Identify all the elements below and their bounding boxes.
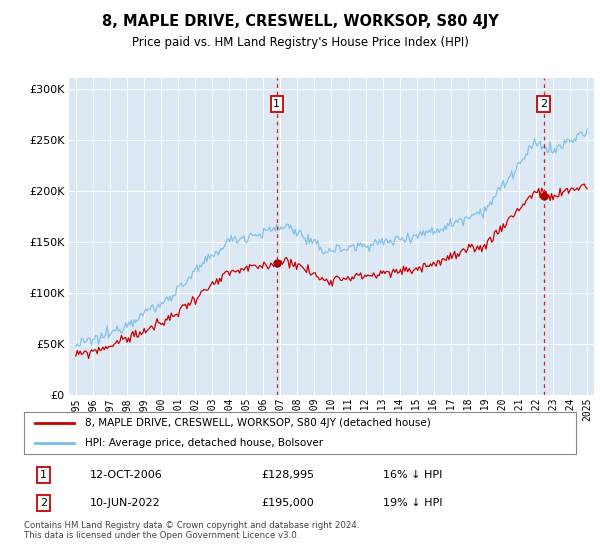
- Text: 8, MAPLE DRIVE, CRESWELL, WORKSOP, S80 4JY: 8, MAPLE DRIVE, CRESWELL, WORKSOP, S80 4…: [101, 14, 499, 29]
- Text: 2: 2: [40, 498, 47, 508]
- Text: 8, MAPLE DRIVE, CRESWELL, WORKSOP, S80 4JY (detached house): 8, MAPLE DRIVE, CRESWELL, WORKSOP, S80 4…: [85, 418, 430, 428]
- Text: 1: 1: [40, 470, 47, 480]
- Text: Contains HM Land Registry data © Crown copyright and database right 2024.
This d: Contains HM Land Registry data © Crown c…: [24, 521, 359, 540]
- Text: HPI: Average price, detached house, Bolsover: HPI: Average price, detached house, Bols…: [85, 438, 323, 448]
- Text: 2: 2: [540, 99, 547, 109]
- Text: Price paid vs. HM Land Registry's House Price Index (HPI): Price paid vs. HM Land Registry's House …: [131, 36, 469, 49]
- Text: 19% ↓ HPI: 19% ↓ HPI: [383, 498, 442, 508]
- Text: £195,000: £195,000: [262, 498, 314, 508]
- Text: 10-JUN-2022: 10-JUN-2022: [90, 498, 161, 508]
- Text: £128,995: £128,995: [262, 470, 314, 480]
- Text: 1: 1: [273, 99, 280, 109]
- Text: 16% ↓ HPI: 16% ↓ HPI: [383, 470, 442, 480]
- Text: 12-OCT-2006: 12-OCT-2006: [90, 470, 163, 480]
